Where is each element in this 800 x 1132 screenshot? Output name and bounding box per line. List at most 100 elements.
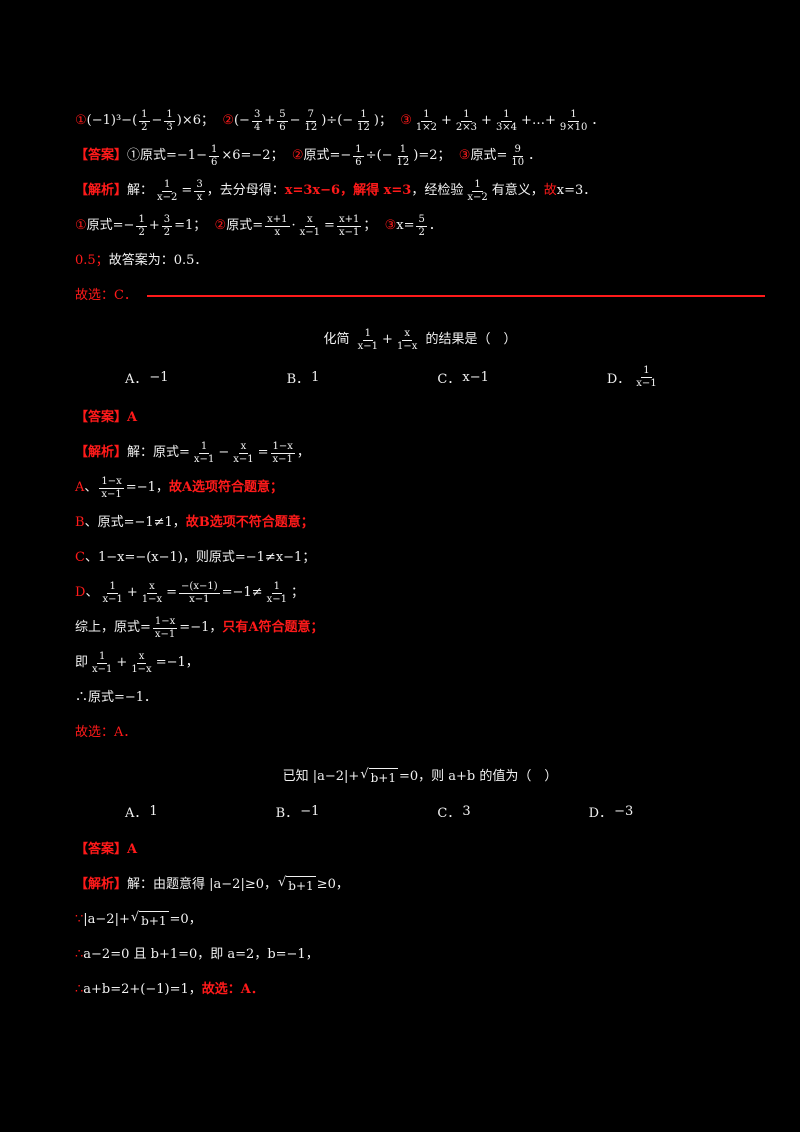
math-text: =−1， bbox=[125, 480, 169, 496]
answer-highlight: 故选：A． bbox=[75, 725, 137, 741]
math-text: − bbox=[289, 113, 301, 129]
fraction-numerator: 1 bbox=[397, 144, 409, 157]
answer-highlight: 【解析】 bbox=[75, 445, 128, 461]
option-item: C． 3 bbox=[437, 802, 470, 821]
option-label: B． bbox=[286, 371, 310, 387]
math-text: 、原式=−1≠1， bbox=[84, 515, 186, 531]
fraction-denominator: 2 bbox=[418, 226, 425, 238]
fraction-denominator: x−1 bbox=[299, 226, 321, 238]
answer-highlight: ② bbox=[291, 148, 304, 164]
fraction-numerator: 1 bbox=[358, 109, 369, 122]
answer-highlight: ② bbox=[222, 113, 234, 129]
fraction-denominator: 10 bbox=[511, 156, 525, 168]
radical-sign-icon: √ bbox=[278, 874, 287, 890]
fraction: 1−x x−1 bbox=[152, 616, 178, 640]
math-text: 有意义， bbox=[491, 183, 544, 199]
fraction: 1−x x−1 bbox=[99, 476, 124, 500]
option-label: C． bbox=[437, 806, 461, 821]
option-item: A． 1 bbox=[125, 802, 158, 821]
answer-highlight: 只有A符合题意； bbox=[222, 620, 324, 636]
fraction-denominator: x−1 bbox=[272, 453, 293, 465]
math-text: + bbox=[126, 585, 138, 601]
math-text: =−1， bbox=[155, 655, 199, 671]
fraction: 1 3×4 bbox=[494, 109, 519, 133]
math-text: x=3． bbox=[556, 183, 597, 199]
math-text: (−1)³−( bbox=[86, 113, 138, 129]
fraction: 1 x−2 bbox=[465, 179, 489, 203]
math-text: ． bbox=[428, 218, 442, 234]
answer-highlight: ① bbox=[75, 113, 87, 129]
math-text: − bbox=[151, 113, 163, 129]
math-text: ≥0， bbox=[316, 877, 349, 893]
math-text: 、 bbox=[85, 585, 99, 601]
answer-highlight: ① bbox=[75, 218, 87, 234]
math-text: x= bbox=[396, 218, 415, 234]
fraction-numerator: 1 bbox=[421, 109, 432, 122]
fraction-denominator: x−1 bbox=[92, 663, 113, 675]
fraction-denominator: 9×10 bbox=[559, 121, 588, 133]
math-text: ； bbox=[363, 218, 385, 234]
fraction-numerator: 3 bbox=[194, 179, 205, 192]
radical-sign-icon: √ bbox=[360, 766, 369, 782]
fraction: x 1−x bbox=[395, 328, 419, 352]
math-text: a+b=2+(−1)=1， bbox=[83, 982, 202, 998]
math-text: )×6； bbox=[176, 113, 223, 129]
math-text: + bbox=[481, 113, 492, 129]
math-text: |a−2|+ bbox=[83, 912, 130, 928]
document-body: ① (−1)³−(1 2−1 3)×6； ② (− 3 4 +5 6−7 12)÷(− 1 12)； … bbox=[75, 108, 765, 1003]
answer-highlight: ∴ bbox=[75, 947, 84, 963]
fraction: 1 x−2 bbox=[155, 179, 179, 203]
fraction-denominator: 1−x bbox=[131, 663, 152, 675]
radical-sign-icon: √ bbox=[130, 909, 140, 925]
option-item: B． 1 bbox=[287, 368, 320, 387]
math-text: =0， bbox=[169, 912, 202, 928]
solution-line: 综上，原式= 1−x x−1 =−1， 只有A符合题意； bbox=[75, 615, 765, 641]
fraction-numerator: 3 bbox=[161, 214, 173, 227]
math-text: −1 bbox=[300, 804, 320, 819]
fraction-numerator: 1 bbox=[139, 109, 150, 122]
answer-highlight: ③ bbox=[384, 218, 397, 234]
option-label: A． bbox=[125, 806, 148, 821]
fraction-denominator: x−1 bbox=[193, 453, 215, 465]
fraction-denominator: 3 bbox=[166, 121, 173, 133]
fraction-numerator: 1 bbox=[107, 581, 118, 594]
fraction-numerator: 1 bbox=[164, 109, 175, 122]
radicand: b+1 bbox=[286, 875, 316, 895]
fraction: x+1 x−1 bbox=[336, 214, 362, 238]
fraction: 1−x x−1 bbox=[270, 441, 295, 465]
fraction-denominator: x−1 bbox=[101, 488, 122, 500]
math-text: = bbox=[324, 218, 335, 234]
math-text: x−1 bbox=[462, 369, 489, 385]
fraction-denominator: x−1 bbox=[338, 226, 360, 238]
solution-line: B 、原式=−1≠1， 故B选项不符合题意； bbox=[75, 510, 765, 536]
solution-line: 即 1 x−1 + x 1−x =−1， bbox=[75, 650, 765, 676]
option-item: C． x−1 bbox=[437, 368, 488, 387]
answer-highlight: 0.5； bbox=[75, 253, 109, 269]
answer-highlight: 故B选项不符合题意； bbox=[185, 515, 314, 531]
math-text: + bbox=[441, 113, 452, 129]
option-label: C． bbox=[437, 371, 461, 387]
fraction: 1 2×3 bbox=[454, 109, 479, 133]
math-text: −3 bbox=[614, 804, 634, 819]
solution-line: 故选：A． bbox=[75, 720, 765, 746]
sqrt-expression: √ b+1 bbox=[360, 766, 398, 787]
math-text: ， bbox=[296, 445, 310, 461]
answer-highlight: B bbox=[75, 515, 85, 531]
fraction-numerator: x bbox=[305, 214, 315, 227]
math-text: 原式= bbox=[226, 218, 264, 234]
answer-highlight: ② bbox=[214, 218, 227, 234]
centered-formula: 化简 1 x−1 + x 1−x 的结果是（ ） bbox=[75, 327, 765, 353]
math-text: 3 bbox=[462, 804, 471, 819]
fraction-denominator: 6 bbox=[210, 156, 218, 168]
math-text: =−1≠ bbox=[221, 585, 263, 601]
math-text: 原式=− bbox=[303, 148, 352, 164]
